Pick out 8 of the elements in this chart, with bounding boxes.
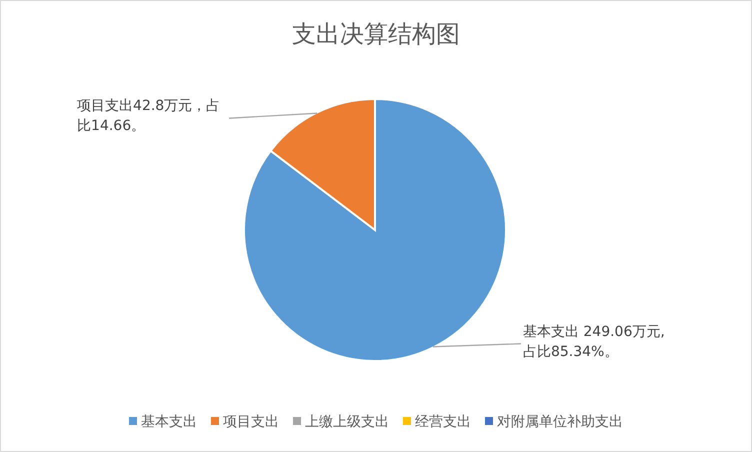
legend-label: 项目支出 bbox=[223, 414, 279, 430]
legend-label: 对附属单位补助支出 bbox=[497, 414, 623, 430]
legend-label: 上缴上级支出 bbox=[305, 414, 389, 430]
chart-title: 支出决算结构图 bbox=[292, 20, 460, 48]
data-label: 基本支出 249.06万元, 占比85.34%。 bbox=[522, 322, 666, 362]
legend-label: 经营支出 bbox=[415, 414, 471, 430]
legend-label: 基本支出 bbox=[141, 414, 197, 430]
data-label: 项目支出42.8万元，占比14.66。 bbox=[77, 97, 222, 136]
